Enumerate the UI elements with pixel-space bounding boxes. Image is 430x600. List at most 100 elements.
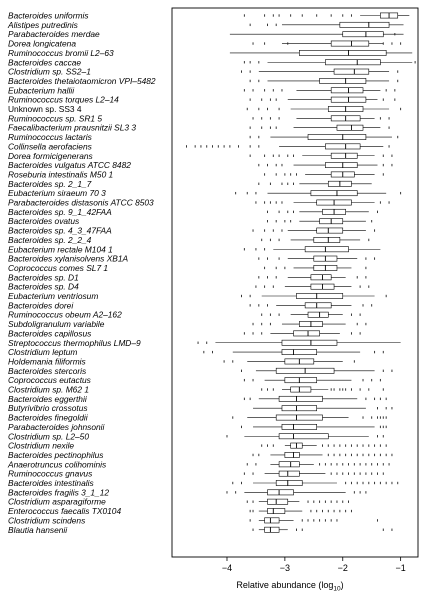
outlier-point bbox=[388, 117, 390, 120]
outlier-point bbox=[350, 388, 352, 391]
outlier-point bbox=[252, 528, 254, 531]
outlier-point bbox=[243, 61, 245, 64]
outlier-point bbox=[382, 416, 384, 419]
outlier-point bbox=[394, 89, 396, 92]
outlier-point bbox=[368, 238, 370, 242]
outlier-point bbox=[258, 453, 260, 457]
species-box bbox=[243, 395, 387, 402]
species-box bbox=[246, 106, 402, 112]
outlier-point bbox=[272, 89, 274, 92]
species-label: Bacteroides sp. 9_1_42FAA bbox=[8, 207, 112, 217]
outlier-point bbox=[287, 210, 289, 214]
outlier-point bbox=[319, 463, 321, 466]
outlier-point bbox=[397, 481, 399, 485]
box-iqr bbox=[310, 190, 358, 197]
outlier-point bbox=[261, 332, 263, 335]
outlier-point bbox=[293, 182, 295, 185]
outlier-point bbox=[278, 210, 280, 214]
outlier-point bbox=[267, 276, 268, 279]
outlier-point bbox=[272, 444, 274, 447]
outlier-point bbox=[249, 304, 251, 307]
outlier-point bbox=[269, 322, 271, 326]
outlier-point bbox=[252, 453, 254, 457]
outlier-point bbox=[385, 425, 387, 429]
outlier-point bbox=[374, 229, 376, 232]
species-label: Bacteroides ovatus bbox=[8, 216, 80, 226]
outlier-point bbox=[261, 313, 263, 316]
outlier-point bbox=[281, 201, 283, 204]
species-box bbox=[229, 49, 413, 56]
outlier-point bbox=[382, 350, 384, 354]
box-iqr bbox=[284, 377, 318, 384]
outlier-point bbox=[301, 528, 303, 531]
outlier-point bbox=[394, 98, 396, 101]
outlier-point bbox=[269, 201, 271, 204]
box-iqr bbox=[281, 423, 318, 430]
species-box bbox=[226, 489, 367, 496]
outlier-point bbox=[377, 519, 378, 522]
box-iqr bbox=[281, 339, 338, 346]
outlier-point bbox=[368, 285, 370, 288]
outlier-point bbox=[339, 509, 341, 513]
species-box bbox=[243, 377, 381, 384]
outlier-point bbox=[264, 266, 266, 270]
outlier-point bbox=[377, 472, 378, 475]
x-tick-label: −2 bbox=[338, 563, 348, 573]
outlier-point bbox=[377, 435, 378, 438]
outlier-point bbox=[382, 425, 384, 429]
box-iqr bbox=[293, 330, 320, 337]
outlier-point bbox=[284, 173, 286, 176]
outlier-point bbox=[258, 107, 260, 111]
outlier-point bbox=[324, 500, 326, 503]
outlier-point bbox=[339, 453, 341, 457]
outlier-point bbox=[379, 117, 381, 120]
outlier-point bbox=[226, 435, 228, 438]
outlier-point bbox=[269, 117, 271, 120]
outlier-point bbox=[203, 350, 205, 354]
outlier-point bbox=[235, 191, 237, 195]
outlier-point bbox=[278, 257, 280, 260]
species-label: Bacteroides stercoris bbox=[8, 366, 87, 376]
species-label: Bacteroides finegoldii bbox=[8, 413, 89, 423]
box-iqr bbox=[307, 311, 329, 318]
outlier-point bbox=[243, 248, 245, 251]
species-label: Ruminococcus sp. SR1 5 bbox=[8, 113, 102, 123]
outlier-point bbox=[252, 472, 254, 475]
outlier-point bbox=[371, 304, 373, 307]
outlier-point bbox=[362, 453, 364, 457]
outlier-point bbox=[264, 201, 266, 204]
outlier-point bbox=[350, 481, 352, 485]
species-label: Unknown sp. SS3 4 bbox=[8, 104, 82, 114]
outlier-point bbox=[348, 472, 349, 475]
species-label: Roseburia intestinalis M50 1 bbox=[8, 169, 113, 179]
species-label: Eubacterium rectale M104 1 bbox=[8, 244, 113, 254]
species-box bbox=[252, 452, 393, 458]
species-box bbox=[255, 283, 370, 290]
outlier-point bbox=[330, 14, 332, 17]
outlier-point bbox=[272, 285, 274, 288]
species-box bbox=[246, 498, 349, 505]
species-box bbox=[243, 12, 410, 19]
box-iqr bbox=[316, 227, 344, 234]
outlier-point bbox=[258, 79, 260, 83]
box-iqr bbox=[342, 31, 384, 38]
box-iqr bbox=[275, 414, 323, 421]
outlier-point bbox=[379, 201, 381, 204]
outlier-point bbox=[371, 416, 373, 419]
outlier-point bbox=[272, 388, 274, 391]
outlier-point bbox=[379, 397, 381, 401]
outlier-point bbox=[258, 61, 260, 64]
outlier-point bbox=[391, 481, 393, 485]
outlier-point bbox=[246, 191, 248, 195]
outlier-point bbox=[249, 70, 251, 73]
outlier-point bbox=[382, 528, 384, 531]
species-box bbox=[258, 162, 393, 168]
outlier-point bbox=[362, 304, 364, 307]
outlier-point bbox=[316, 509, 318, 513]
outlier-point bbox=[368, 453, 370, 457]
outlier-point bbox=[258, 145, 260, 148]
outlier-point bbox=[223, 360, 225, 363]
outlier-point bbox=[313, 519, 315, 522]
outlier-point bbox=[287, 154, 289, 157]
outlier-point bbox=[246, 500, 248, 503]
